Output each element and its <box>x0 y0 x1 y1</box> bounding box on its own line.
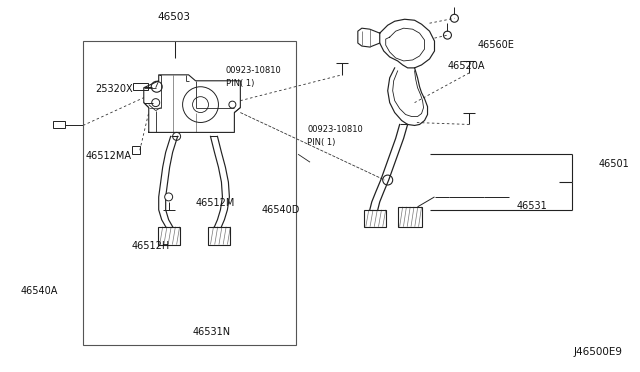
Bar <box>132 146 140 154</box>
Bar <box>397 207 422 227</box>
Text: 46540D: 46540D <box>261 205 300 215</box>
Bar <box>53 122 65 128</box>
Bar <box>133 83 148 90</box>
Text: 46512MA: 46512MA <box>86 151 131 161</box>
Text: 46501: 46501 <box>598 159 629 169</box>
Text: PIN( 1): PIN( 1) <box>226 79 254 88</box>
Bar <box>157 227 180 244</box>
Text: 00923-10810: 00923-10810 <box>226 66 282 75</box>
Text: 46512M: 46512M <box>196 198 235 208</box>
Text: 46560E: 46560E <box>478 40 515 50</box>
Text: 46540A: 46540A <box>21 286 58 296</box>
Text: 46531: 46531 <box>516 201 547 211</box>
Text: 46512H: 46512H <box>131 241 170 251</box>
Text: 46531N: 46531N <box>193 327 231 337</box>
Text: 25320X: 25320X <box>96 84 133 94</box>
Text: 00923-10810: 00923-10810 <box>307 125 363 134</box>
Text: 46503: 46503 <box>157 12 190 22</box>
Bar <box>209 227 230 244</box>
Bar <box>364 210 386 227</box>
Text: J46500E9: J46500E9 <box>573 347 623 357</box>
Text: 46520A: 46520A <box>447 61 485 71</box>
Bar <box>83 41 296 345</box>
Circle shape <box>164 193 173 201</box>
Text: PIN( 1): PIN( 1) <box>307 138 335 147</box>
